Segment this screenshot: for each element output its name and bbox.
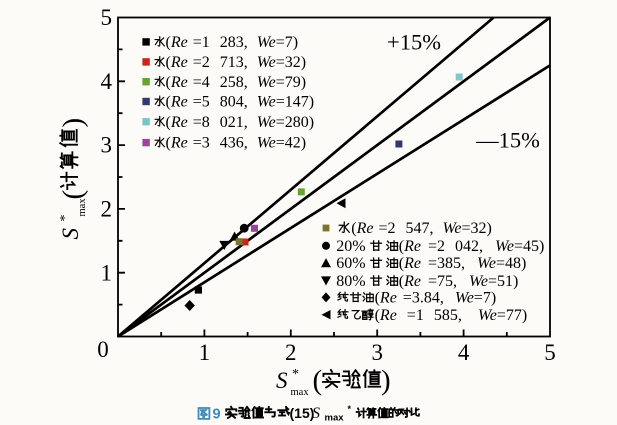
svg-text:+15%: +15%	[387, 30, 441, 55]
svg-text:(Re=75,We=51): (Re =75, We=51)	[399, 273, 519, 290]
svg-text:80%: 80%	[336, 273, 365, 290]
svg-text:max: max	[325, 413, 345, 424]
svg-text:(15): (15)	[290, 405, 315, 421]
svg-text:max: max	[291, 387, 310, 398]
svg-text:max: max	[77, 198, 88, 217]
svg-text:*: *	[58, 215, 73, 222]
svg-text:4: 4	[101, 69, 113, 94]
svg-text:5: 5	[101, 5, 113, 30]
svg-text:S: S	[276, 368, 288, 393]
svg-text:(Re=385,We=48): (Re =385, We=48)	[399, 255, 527, 272]
svg-text:): )	[57, 118, 89, 128]
svg-text:9: 9	[213, 407, 221, 423]
svg-text:(: (	[57, 190, 89, 200]
svg-text:0: 0	[97, 337, 109, 362]
svg-text:1: 1	[199, 340, 211, 365]
svg-text:): )	[381, 365, 391, 397]
svg-text:1: 1	[101, 260, 113, 285]
svg-text:(Re=3.84,We=7): (Re =3.84, We=7)	[375, 290, 497, 307]
svg-text:2: 2	[285, 340, 297, 365]
svg-text:20%: 20%	[336, 238, 365, 255]
svg-text:60%: 60%	[336, 255, 365, 272]
svg-text:*: *	[348, 404, 352, 414]
svg-text:3: 3	[371, 340, 383, 365]
svg-text:*: *	[292, 367, 299, 382]
svg-text:5: 5	[544, 340, 556, 365]
svg-text:S: S	[58, 228, 83, 240]
svg-text:S: S	[312, 405, 320, 422]
svg-text:—15%: —15%	[475, 128, 540, 153]
svg-text:4: 4	[458, 340, 470, 365]
svg-text:(: (	[313, 365, 323, 397]
svg-text:3: 3	[101, 133, 113, 158]
svg-text:2: 2	[101, 197, 113, 222]
